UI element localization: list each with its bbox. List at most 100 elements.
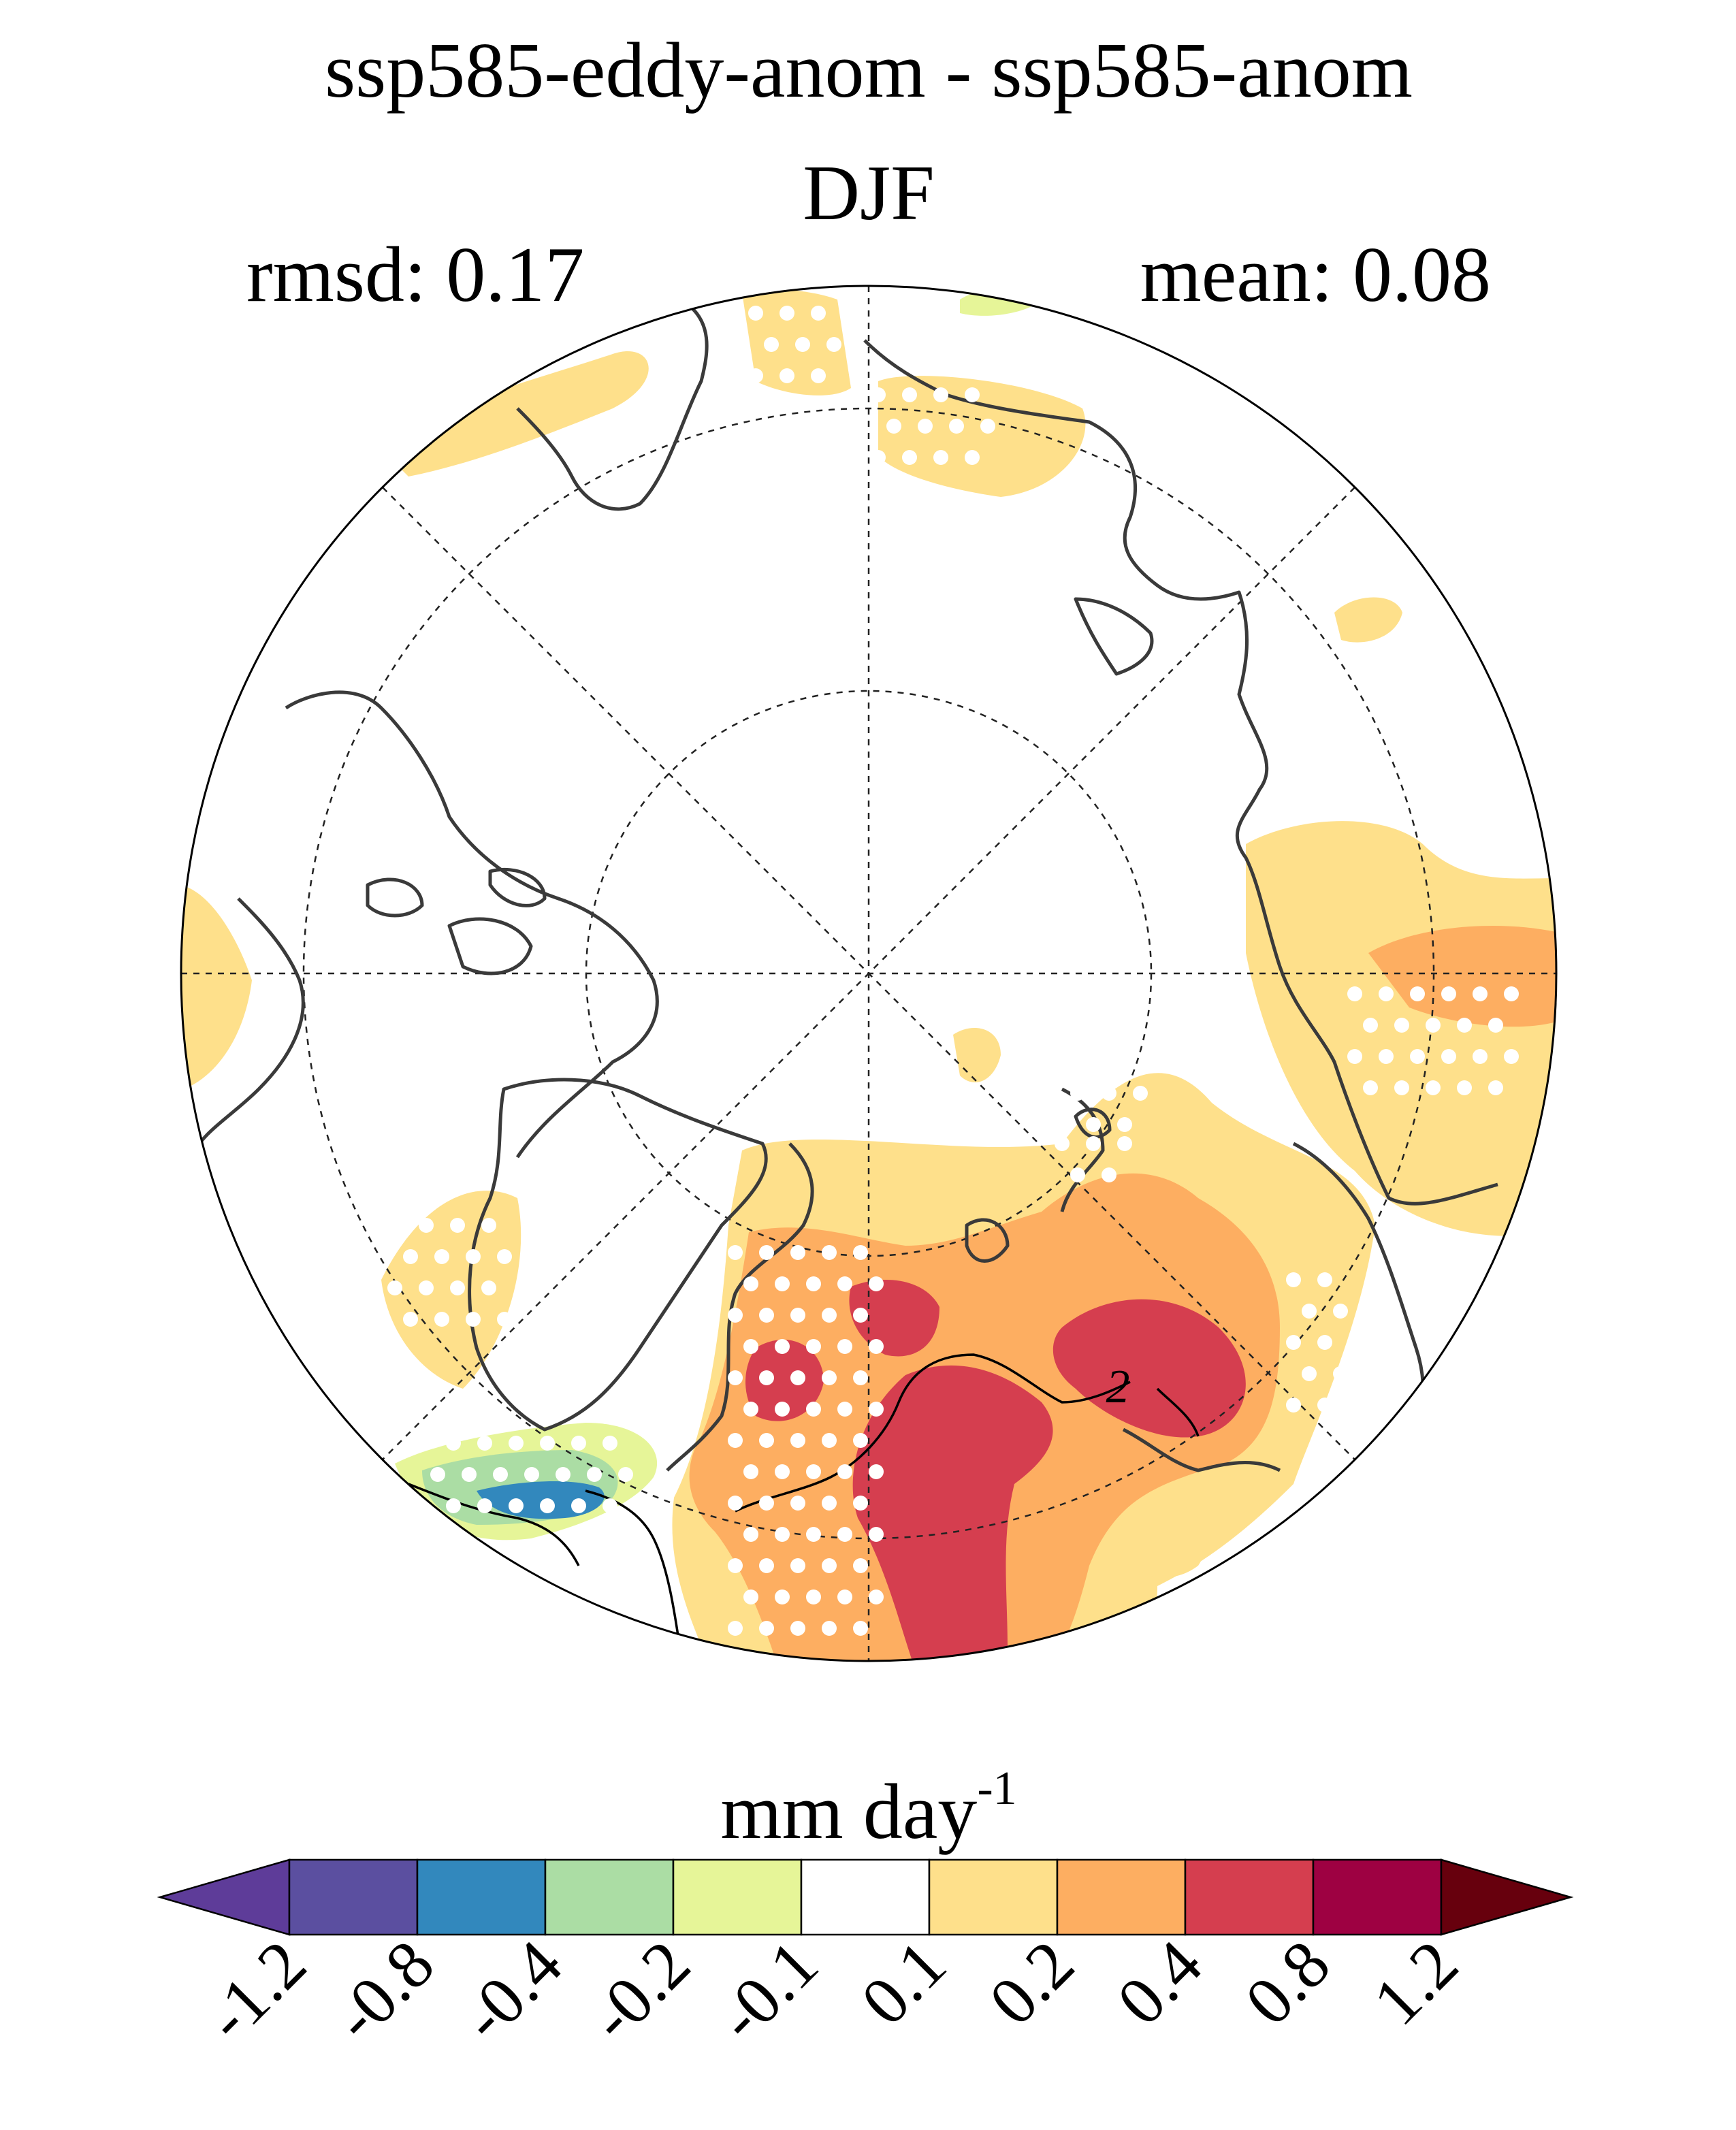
stipple-dot xyxy=(1363,1018,1378,1033)
stipple-dot xyxy=(826,337,841,352)
stipple-dot xyxy=(759,1308,774,1323)
stipple-dot xyxy=(806,1464,821,1479)
colorbar-units: mm day-1 xyxy=(720,1762,1016,1856)
stipple-dot xyxy=(481,1218,496,1233)
stipple-dot xyxy=(965,450,980,465)
shade-red-3 xyxy=(1052,1299,1246,1438)
stipple-dot xyxy=(434,1249,449,1264)
stipple-dot xyxy=(790,1308,805,1323)
stipple-dot xyxy=(1317,1272,1332,1287)
stipple-dot xyxy=(430,1467,445,1482)
stipple-dot xyxy=(743,1464,758,1479)
stipple-dot xyxy=(1410,1049,1425,1064)
stipple-dot xyxy=(1133,1086,1148,1101)
stipple-dot xyxy=(1363,1080,1378,1095)
stipple-dot xyxy=(509,1498,524,1513)
stipple-dot xyxy=(1302,1304,1317,1319)
stipple-dot xyxy=(853,1370,868,1385)
stipple-dot xyxy=(1347,1049,1362,1064)
stipple-dot xyxy=(728,1370,743,1385)
stipple-dot xyxy=(790,1558,805,1573)
stipple-dot xyxy=(837,1464,852,1479)
shade-light-orange-right-small xyxy=(1334,597,1402,643)
stipple-dot xyxy=(450,1218,465,1233)
stipple-dot xyxy=(869,1339,884,1354)
stipple-dot xyxy=(837,1402,852,1417)
stipple-dot xyxy=(1347,986,1362,1001)
stipple-dot xyxy=(1070,1086,1085,1101)
colorbar-tick-label: 0.4 xyxy=(1103,1926,1217,2039)
stipple-dot xyxy=(571,1498,586,1513)
stipple-dot xyxy=(1379,1049,1394,1064)
stipple-dot xyxy=(1473,986,1488,1001)
stipple-dot xyxy=(869,1402,884,1417)
stipple-dot xyxy=(795,337,810,352)
colorbar-box xyxy=(416,1858,547,1936)
colorbar-box xyxy=(672,1858,803,1936)
stipple-dot xyxy=(853,1433,868,1448)
stipple-dot xyxy=(477,1436,492,1451)
stipple-dot xyxy=(822,1370,837,1385)
coastline-siberia xyxy=(516,297,1498,1206)
stipple-dot xyxy=(1286,1335,1301,1350)
stipple-dot xyxy=(790,1370,805,1385)
stipple-dot xyxy=(1488,1080,1503,1095)
stipple-dot xyxy=(869,1276,884,1291)
stipple-dot xyxy=(415,1436,430,1451)
stipple-dot xyxy=(1086,1117,1101,1132)
contour-label: 2 xyxy=(1106,1361,1130,1413)
stipple-dot xyxy=(822,1245,837,1260)
shade-light-orange-west xyxy=(181,885,252,1089)
stipple-dot xyxy=(419,1218,434,1233)
anomaly-shading xyxy=(181,289,1556,1661)
stipple-dot xyxy=(869,1464,884,1479)
meridian-line-4 xyxy=(382,487,1355,1460)
stipple-dot xyxy=(871,387,886,402)
stipple-dot xyxy=(869,1527,884,1542)
colorbar-box xyxy=(1056,1858,1187,1936)
mean-label: mean: 0.08 xyxy=(1140,231,1491,319)
stipple-dot xyxy=(1504,986,1519,1001)
stipple-dot xyxy=(949,419,964,434)
stipple-dot xyxy=(822,1433,837,1448)
stipple-dot xyxy=(728,1621,743,1636)
stipple-dot xyxy=(918,419,933,434)
coastline-europe xyxy=(666,1087,1281,1472)
stipple-dot xyxy=(837,1339,852,1354)
stipple-dot xyxy=(1457,1080,1472,1095)
stipple-dot xyxy=(556,1467,570,1482)
rmsd-label: rmsd: 0.17 xyxy=(246,231,584,319)
colorbar-tick-label: -0.4 xyxy=(447,1926,576,2055)
contour-2-d xyxy=(408,1483,580,1566)
colorbar-box xyxy=(544,1858,675,1936)
stipple-dot xyxy=(462,1467,477,1482)
stipple-dot xyxy=(728,1308,743,1323)
stipple-dot xyxy=(497,1312,512,1327)
shade-red-4 xyxy=(852,1365,1053,1661)
stipple-dot xyxy=(775,1276,790,1291)
colorbar-tick-label: 0.8 xyxy=(1231,1926,1345,2039)
stipple-dot xyxy=(1055,1054,1070,1069)
coastline-greenland xyxy=(468,1078,768,1432)
stipple-dot xyxy=(1102,1167,1116,1182)
stipple-dot xyxy=(1426,1080,1441,1095)
stipple-dot xyxy=(1055,1136,1070,1151)
stipple-dot xyxy=(902,387,917,402)
stipple-dot xyxy=(524,1467,539,1482)
coastlines xyxy=(189,297,1498,1472)
stipple-dot xyxy=(806,1276,821,1291)
stipple-dot xyxy=(403,1312,418,1327)
stipple-dot xyxy=(869,1590,884,1604)
stipple-dot xyxy=(728,1496,743,1511)
colorbar-units-main: mm day xyxy=(720,1769,977,1856)
stipple-dot xyxy=(1302,1366,1317,1381)
stipple-dot xyxy=(450,1280,465,1295)
stipple-dot xyxy=(759,1370,774,1385)
stipple-dot xyxy=(1117,1054,1132,1069)
stipple-dot xyxy=(1488,1018,1503,1033)
stipple-dot xyxy=(1441,1049,1456,1064)
stipple-dot xyxy=(419,1280,434,1295)
stipple-dot xyxy=(853,1621,868,1636)
colorbar-tick-label: 0.1 xyxy=(847,1926,961,2039)
